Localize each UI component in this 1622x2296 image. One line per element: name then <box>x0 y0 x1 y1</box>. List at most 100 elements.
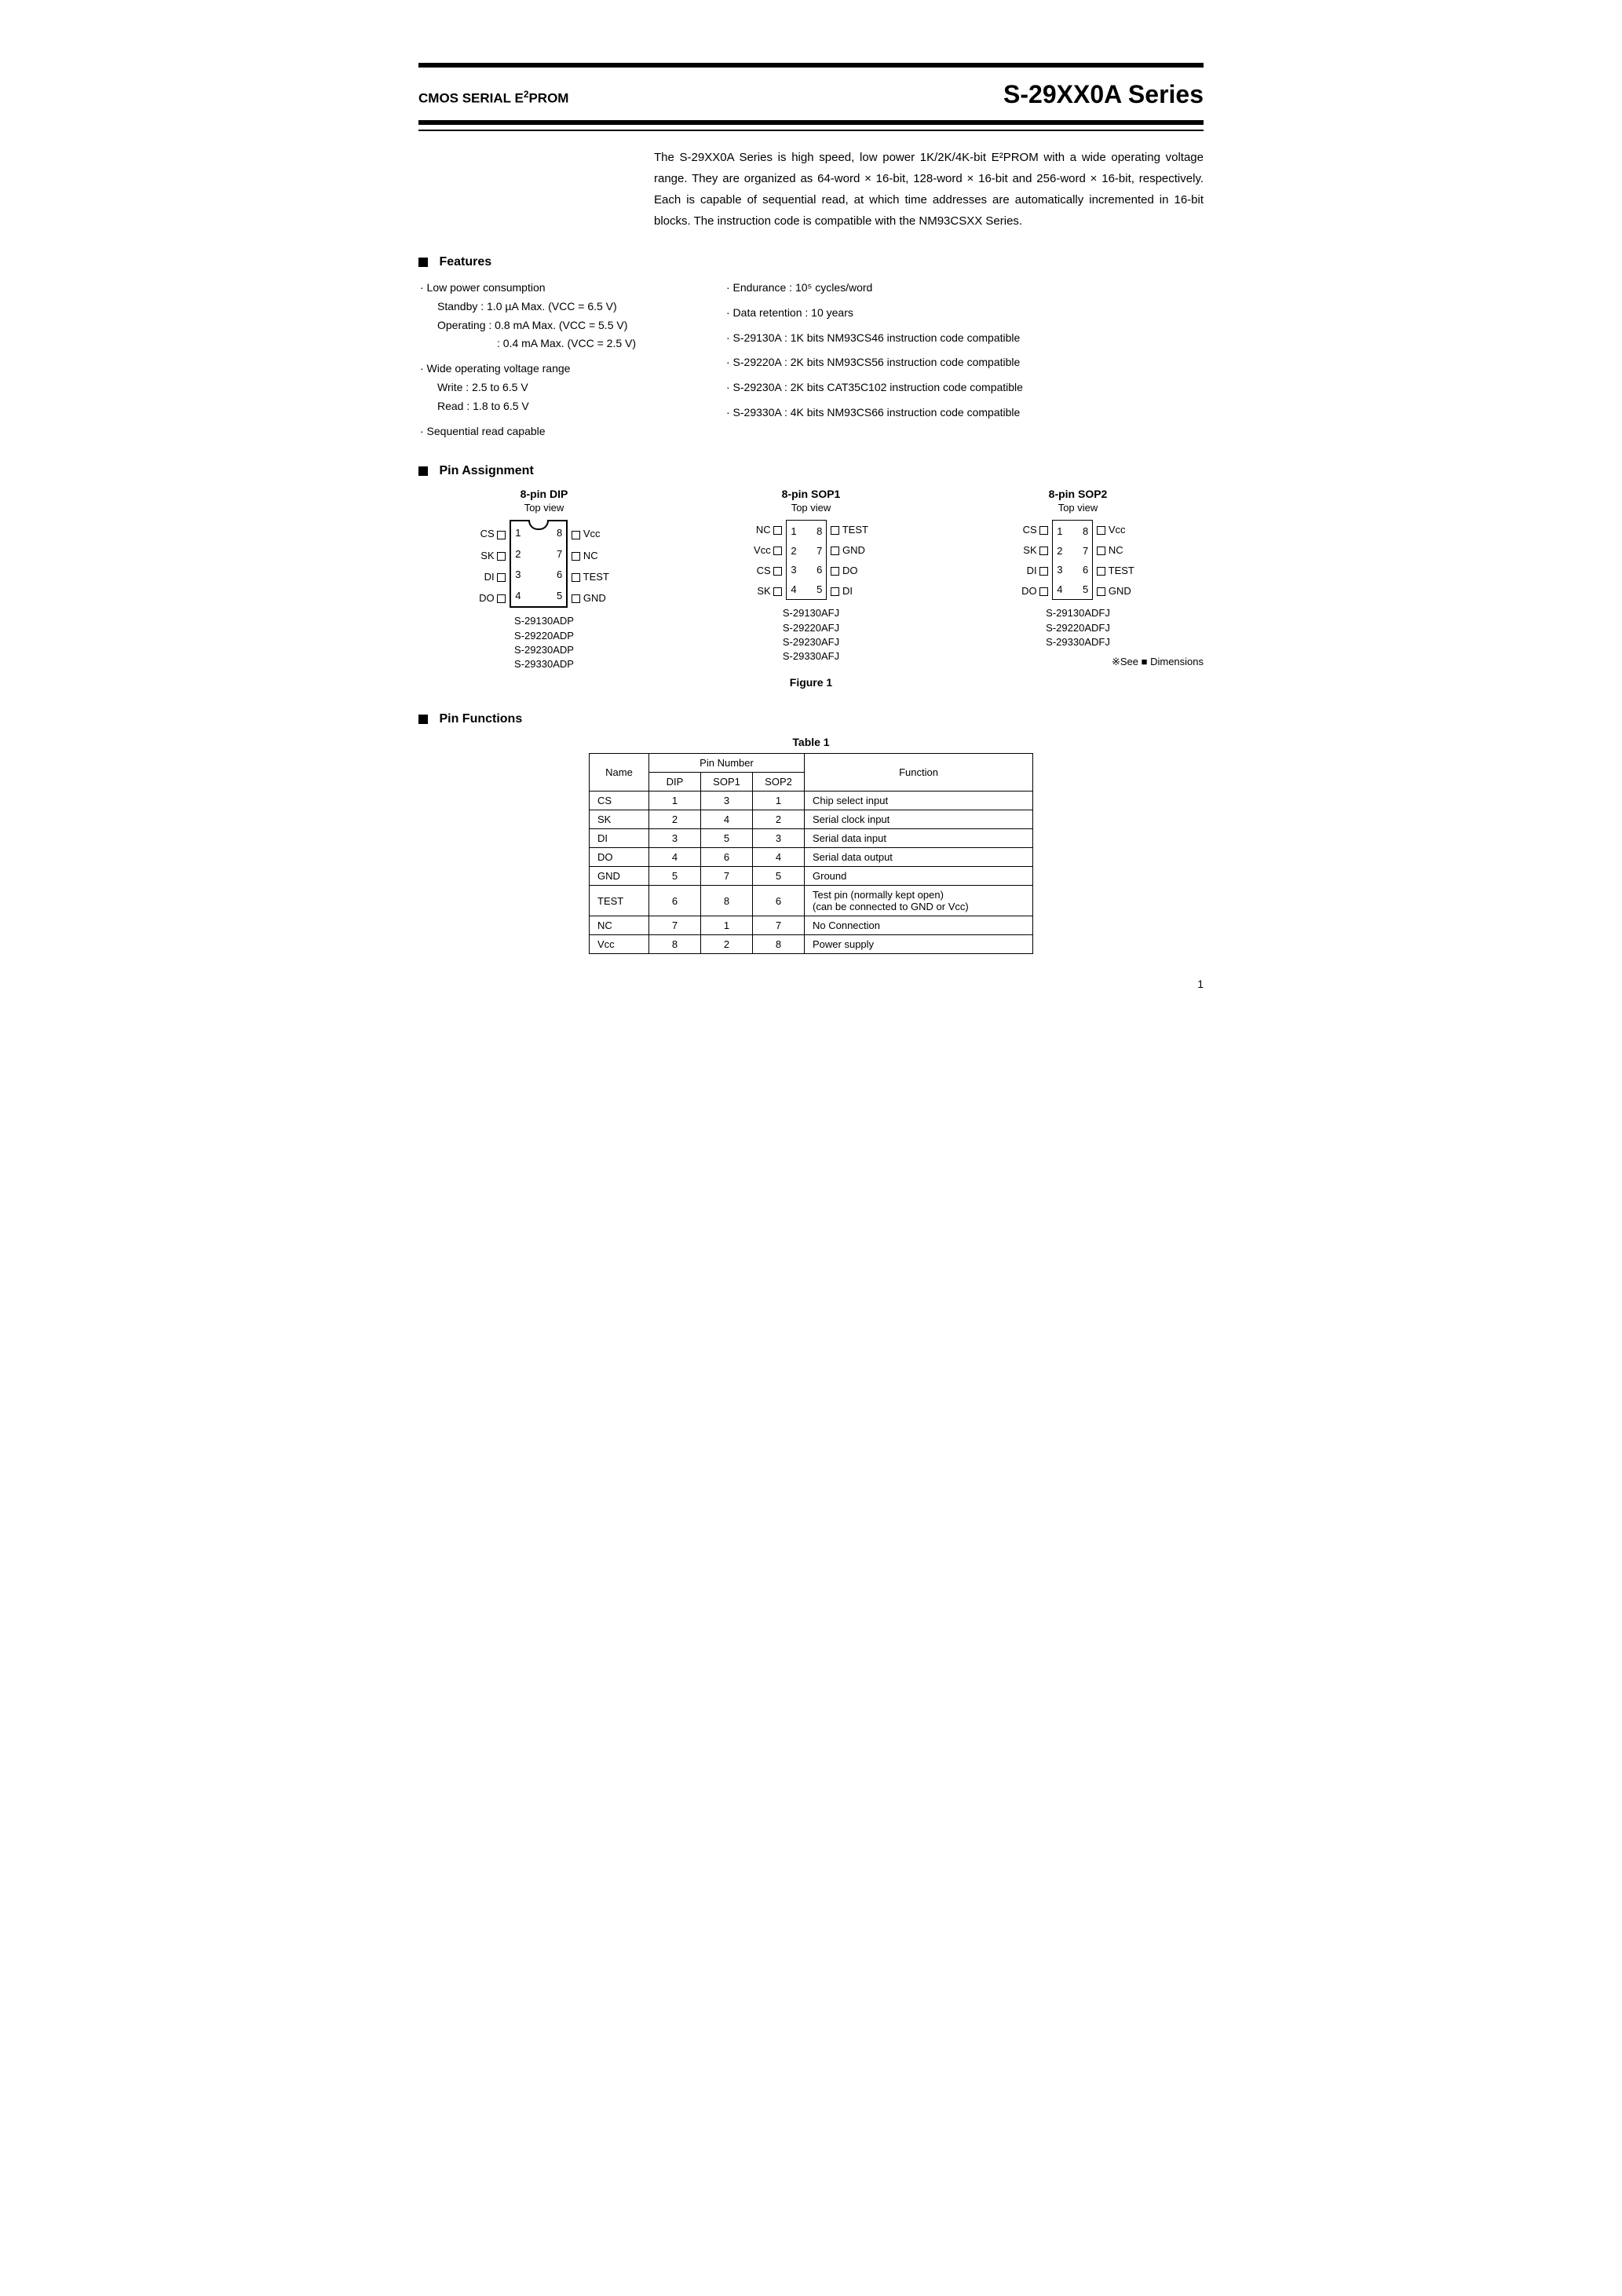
pin-pad-icon <box>572 594 580 603</box>
sop2-r3: GND <box>1109 585 1131 597</box>
feat-l0: · Low power consumption <box>418 279 701 298</box>
cell-func: Serial clock input <box>805 810 1033 829</box>
section-features: Features <box>418 255 1204 269</box>
sop2-part2: S-29330ADFJ <box>952 635 1204 649</box>
sop1-r3: DI <box>842 585 853 597</box>
feat-r4: · S-29230A : 2K bits CAT35C102 instructi… <box>725 378 1204 397</box>
dip-l0: CS <box>480 528 495 539</box>
sop1-pin1: 1 <box>788 522 806 540</box>
dip-r2: TEST <box>583 571 609 583</box>
cell-name: CS <box>590 792 649 810</box>
rule-top <box>418 63 1204 68</box>
features-columns: · Low power consumption Standby : 1.0 µA… <box>418 279 1204 441</box>
feat-r3: · S-29220A : 2K bits NM93CS56 instructio… <box>725 353 1204 372</box>
pin-pad-icon <box>773 547 782 555</box>
bullet-square-icon <box>418 715 428 724</box>
th-dip: DIP <box>649 773 701 792</box>
cell-sop1: 1 <box>701 916 753 935</box>
sop1-r1: GND <box>842 544 865 556</box>
feat-l4: · Wide operating voltage range <box>418 360 701 378</box>
table-row: GND575Ground <box>590 867 1033 886</box>
subtitle-post: PROM <box>528 91 568 106</box>
sop1-l1: Vᴄᴄ <box>754 544 771 556</box>
rule-mid1 <box>418 120 1204 125</box>
dip-pin6: 6 <box>539 565 564 584</box>
sop2-l0: CS <box>1023 524 1037 536</box>
section-pinfunc: Pin Functions <box>418 712 1204 726</box>
page: CMOS SERIAL E2PROM S-29XX0A Series The S… <box>371 0 1251 1037</box>
cell-name: DO <box>590 848 649 867</box>
pin-pad-icon <box>1039 547 1048 555</box>
table-row: NC717No Connection <box>590 916 1033 935</box>
sop1-part1: S-29220AFJ <box>685 621 937 635</box>
sop2-pin6: 6 <box>1073 561 1090 579</box>
cell-sop2: 2 <box>753 810 805 829</box>
sop1-l2: CS <box>757 565 771 576</box>
cell-dip: 3 <box>649 829 701 848</box>
pkg-sop2: 8-pin SOP2 Top view CS 18 27 36 45 Vᴄᴄ <box>952 488 1204 689</box>
sop2-l2: DI <box>1027 565 1037 576</box>
pkg-sop2-title: 8-pin SOP2 <box>952 488 1204 500</box>
sop1-part2: S-29230AFJ <box>685 635 937 649</box>
pin-pad-icon <box>831 587 839 596</box>
sop2-l1: SK <box>1023 544 1036 556</box>
pin-pad-icon <box>831 547 839 555</box>
dip-pin3: 3 <box>513 565 538 584</box>
cell-sop1: 2 <box>701 935 753 954</box>
pin-pad-icon <box>1039 526 1048 535</box>
pin-pad-icon <box>572 573 580 582</box>
cell-sop2: 8 <box>753 935 805 954</box>
bullet-square-icon <box>418 466 428 476</box>
pin-pad-icon <box>497 594 506 603</box>
cell-sop1: 4 <box>701 810 753 829</box>
cell-sop1: 5 <box>701 829 753 848</box>
features-right: · Endurance : 10⁵ cycles/word · Data ret… <box>725 279 1204 441</box>
sop1-body: 18 27 36 45 <box>786 520 827 600</box>
cell-func: Serial data output <box>805 848 1033 867</box>
cell-dip: 2 <box>649 810 701 829</box>
cell-sop2: 3 <box>753 829 805 848</box>
sop2-part0: S-29130ADFJ <box>952 606 1204 620</box>
bullet-square-icon <box>418 258 428 267</box>
cell-dip: 1 <box>649 792 701 810</box>
sop1-pin7: 7 <box>807 542 824 560</box>
cell-func: Chip select input <box>805 792 1033 810</box>
dip-pin4: 4 <box>513 586 538 605</box>
feat-l2: Operating : 0.8 mA Max. (VCC = 5.5 V) <box>418 316 701 335</box>
cell-sop1: 3 <box>701 792 753 810</box>
pin-pad-icon <box>1039 567 1048 576</box>
dip-pin2: 2 <box>513 544 538 564</box>
pin-pad-icon <box>773 567 782 576</box>
feat-l1: Standby : 1.0 µA Max. (VCC = 6.5 V) <box>418 298 701 316</box>
table-row: DI353Serial data input <box>590 829 1033 848</box>
cell-func: Serial data input <box>805 829 1033 848</box>
feat-l5: Write : 2.5 to 6.5 V <box>418 378 701 397</box>
feat-r5: · S-29330A : 4K bits NM93CS66 instructio… <box>725 404 1204 422</box>
feat-l6: Read : 1.8 to 6.5 V <box>418 397 701 416</box>
pkg-dip-sub: Top view <box>418 502 670 514</box>
cell-sop2: 6 <box>753 886 805 916</box>
cell-sop2: 5 <box>753 867 805 886</box>
cell-func: Power supply <box>805 935 1033 954</box>
section-pinfunc-label: Pin Functions <box>439 712 522 726</box>
features-left: · Low power consumption Standby : 1.0 µA… <box>418 279 701 441</box>
cell-name: SK <box>590 810 649 829</box>
doc-title: S-29XX0A Series <box>1003 80 1204 109</box>
table-row: TEST686Test pin (normally kept open)(can… <box>590 886 1033 916</box>
th-func: Function <box>805 754 1033 792</box>
dip-r1: NC <box>583 550 598 561</box>
sop2-pin5: 5 <box>1073 580 1090 598</box>
table-row: Vᴄᴄ828Power supply <box>590 935 1033 954</box>
sop1-part0: S-29130AFJ <box>685 606 937 620</box>
pin-pad-icon <box>1097 587 1105 596</box>
pkg-sop1: 8-pin SOP1 Top view NC 18 27 36 45 TEST <box>685 488 937 689</box>
sop2-r0: Vᴄᴄ <box>1109 524 1126 536</box>
pin-pad-icon <box>497 531 506 539</box>
feat-l3: : 0.4 mA Max. (VCC = 2.5 V) <box>418 335 701 353</box>
pin-pad-icon <box>497 552 506 561</box>
pin-pad-icon <box>572 552 580 561</box>
pin-pad-icon <box>1097 526 1105 535</box>
table-row: SK242Serial clock input <box>590 810 1033 829</box>
pin-pad-icon <box>773 526 782 535</box>
pin-pad-icon <box>773 587 782 596</box>
